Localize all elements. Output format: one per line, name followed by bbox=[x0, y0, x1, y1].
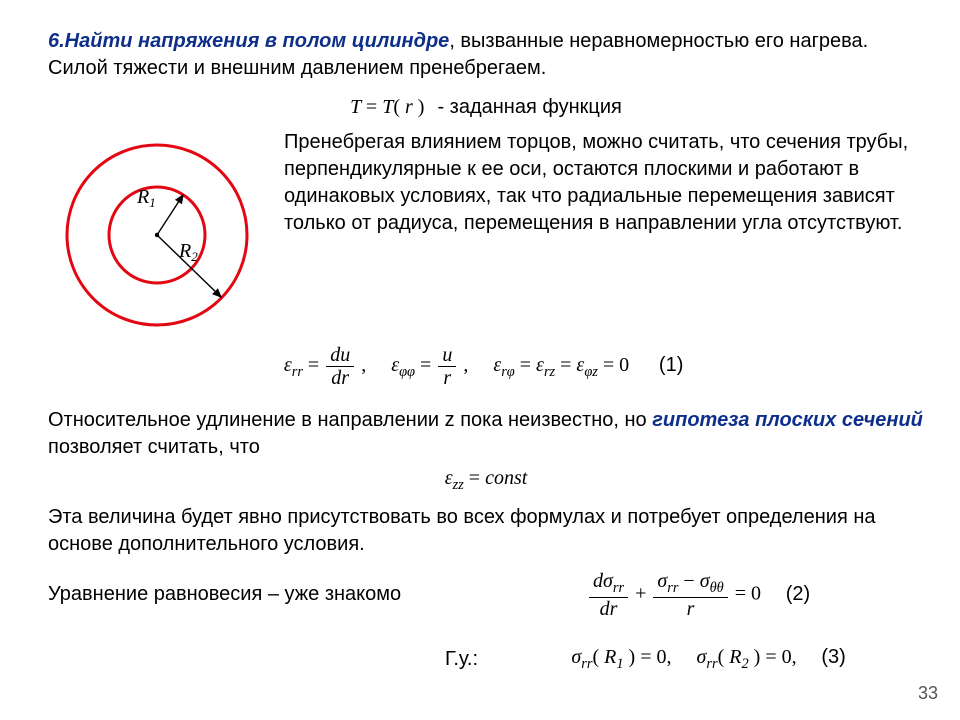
frac-du-dr: du dr bbox=[326, 344, 354, 389]
frac-dsigma-dr: dσrr dr bbox=[589, 570, 628, 620]
frac-sigma-diff-r: σrr − σθθ r bbox=[653, 570, 727, 620]
label-R2: R2 bbox=[178, 240, 198, 264]
ezz-rhs: const bbox=[485, 467, 527, 489]
eq-strain: εrr = du dr , εφφ = u r , εrφ = εrz = εφ… bbox=[48, 344, 924, 389]
para-z-post: позволяет считать, что bbox=[48, 436, 260, 458]
eq-boundary-conditions: σrr( R1 ) = 0, σrr( R2 ) = 0, (3) bbox=[498, 646, 924, 673]
bc-label: Г.у.: bbox=[48, 648, 498, 671]
problem-title: 6.Найти напряжения в полом цилиндре, выз… bbox=[48, 28, 924, 82]
eq-T-note: - заданная функция bbox=[437, 96, 621, 118]
eqnum-2: (2) bbox=[781, 583, 815, 606]
sub-phiz: φz bbox=[584, 364, 598, 380]
sub-zz: zz bbox=[453, 477, 464, 493]
eqnum-3: (3) bbox=[817, 646, 851, 669]
eq-T-formula: T = T( r ) bbox=[350, 96, 424, 118]
label-R1: R1 bbox=[136, 186, 156, 210]
eq-ezz: εzz = const bbox=[48, 467, 924, 494]
sub-rz: rz bbox=[544, 364, 555, 380]
para-z-pre: Относительное удлинение в направлении z … bbox=[48, 409, 652, 431]
bc-sub-1: rr bbox=[581, 656, 592, 672]
bc-sub-2: rr bbox=[706, 656, 717, 672]
sub-phiphi: φφ bbox=[399, 364, 415, 380]
slide-page: 6.Найти напряжения в полом цилиндре, выз… bbox=[0, 0, 960, 720]
equil-rhs: = 0 bbox=[735, 583, 761, 605]
equilibrium-label: Уравнение равновесия – уже знакомо bbox=[48, 583, 478, 606]
eqnum-1: (1) bbox=[654, 354, 688, 377]
frac-u-r: u r bbox=[438, 344, 456, 389]
figure-column: R1 R2 bbox=[48, 129, 278, 334]
equilibrium-row: Уравнение равновесия – уже знакомо dσrr … bbox=[48, 570, 924, 620]
boundary-conditions-row: Г.у.: σrr( R1 ) = 0, σrr( R2 ) = 0, (3) bbox=[48, 646, 924, 673]
assumption-paragraph: Пренебрегая влиянием торцов, можно счита… bbox=[278, 129, 924, 237]
radius-R1-arrow bbox=[157, 195, 183, 235]
cylinder-cross-section-diagram: R1 R2 bbox=[48, 129, 258, 329]
sub-rr: rr bbox=[292, 364, 303, 380]
title-lead: 6.Найти напряжения в полом цилиндре bbox=[48, 30, 449, 52]
sub-rphi: rφ bbox=[501, 364, 515, 380]
figure-text-row: R1 R2 Пренебрегая влиянием торцов, можно… bbox=[48, 129, 924, 334]
paragraph-z: Относительное удлинение в направлении z … bbox=[48, 407, 924, 461]
eq-temperature: T = T( r ) - заданная функция bbox=[48, 96, 924, 119]
slide-number: 33 bbox=[918, 683, 938, 704]
eq-equilibrium: dσrr dr + σrr − σθθ r = 0 (2) bbox=[478, 570, 924, 620]
paragraph-after: Эта величина будет явно присутствовать в… bbox=[48, 504, 924, 558]
plane-section-hypothesis: гипотеза плоских сечений bbox=[652, 409, 923, 431]
